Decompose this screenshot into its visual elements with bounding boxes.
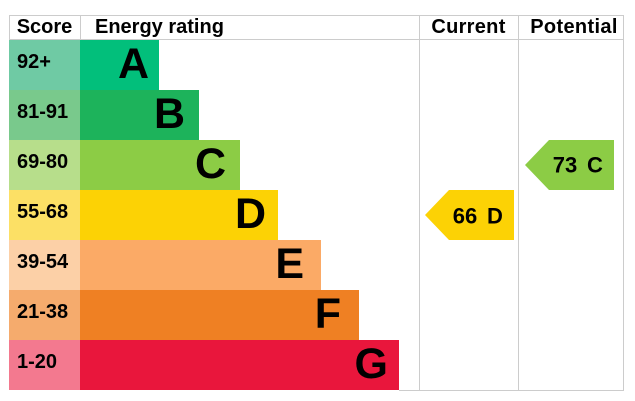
svg-text:D: D xyxy=(487,204,503,229)
svg-text:C: C xyxy=(587,153,603,178)
svg-text:66: 66 xyxy=(453,204,477,229)
svg-text:73: 73 xyxy=(553,153,577,178)
